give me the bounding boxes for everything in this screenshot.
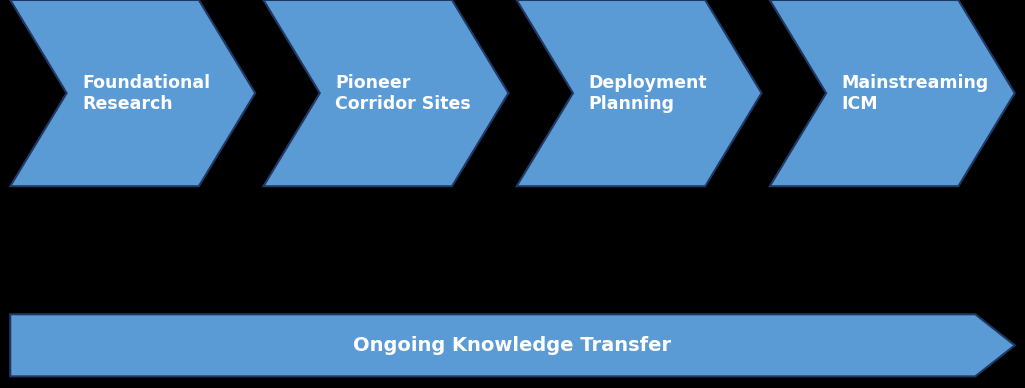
- Text: Mainstreaming
ICM: Mainstreaming ICM: [842, 74, 989, 113]
- Polygon shape: [10, 0, 255, 186]
- Text: Pioneer
Corridor Sites: Pioneer Corridor Sites: [335, 74, 470, 113]
- Text: Deployment
Planning: Deployment Planning: [588, 74, 707, 113]
- Polygon shape: [770, 0, 1015, 186]
- Text: Ongoing Knowledge Transfer: Ongoing Knowledge Transfer: [354, 336, 671, 355]
- Polygon shape: [263, 0, 508, 186]
- Polygon shape: [517, 0, 762, 186]
- Polygon shape: [10, 314, 1015, 376]
- Text: Foundational
Research: Foundational Research: [82, 74, 210, 113]
